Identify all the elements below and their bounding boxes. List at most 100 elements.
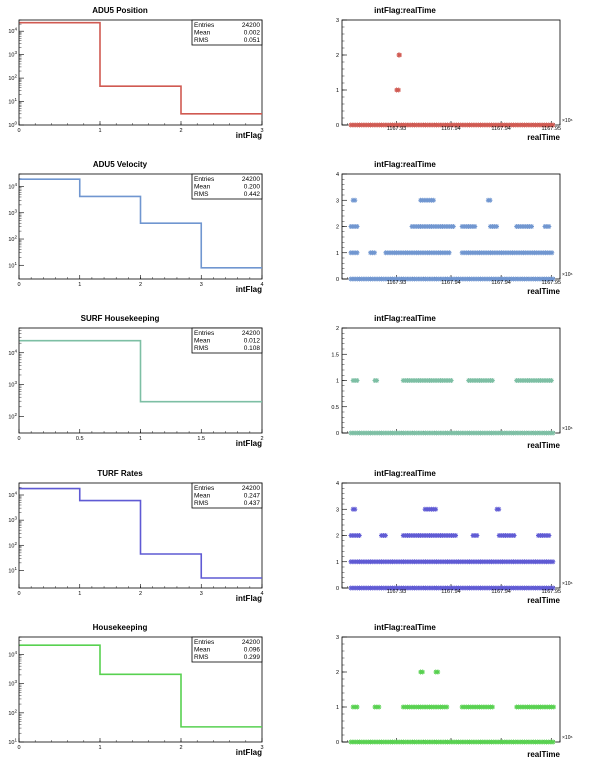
histogram-frame <box>18 636 263 743</box>
stats-value: 0.442 <box>244 191 261 198</box>
x-tick-label: 4 <box>260 282 263 288</box>
histogram-xlabel: intFlag <box>236 131 262 140</box>
x-tick-label: 2 <box>139 591 142 597</box>
scatter-level <box>348 533 552 538</box>
stats-value: 24200 <box>242 176 260 183</box>
x-tick-label: 1167.95 <box>542 589 561 595</box>
x-tick-label: 3 <box>200 591 203 597</box>
scatter-point <box>355 378 360 383</box>
y-tick-label: 102 <box>8 541 17 550</box>
y-tick-label: 1 <box>336 379 339 385</box>
x-tick-label: 3 <box>260 745 263 751</box>
scatter-point <box>472 224 478 229</box>
y-tick-label: 1 <box>336 560 339 566</box>
scatter-point <box>352 506 358 512</box>
histogram-title: SURF Housekeeping <box>81 314 160 323</box>
scatter-level <box>348 739 556 745</box>
histogram-step-line <box>19 487 262 579</box>
stats-label: Mean <box>194 184 211 191</box>
scatter-point <box>546 224 552 229</box>
x-tick-label: 0.5 <box>76 436 84 442</box>
scatter-point <box>374 378 380 383</box>
histogram-step-line <box>19 644 262 728</box>
stats-value: 24200 <box>242 639 260 646</box>
y-tick-label: 104 <box>8 348 17 357</box>
histogram-xlabel: intFlag <box>236 594 262 603</box>
x-tick-label: 1167.94 <box>491 589 510 595</box>
y-tick-label: 104 <box>8 490 17 499</box>
stats-box <box>191 173 263 200</box>
y-tick-label: 102 <box>8 412 17 421</box>
x-multiplier: ×10⁶ <box>562 581 573 587</box>
stats-label: Mean <box>194 493 211 500</box>
scatter-point <box>372 250 377 256</box>
x-tick-label: 2 <box>179 745 182 751</box>
scatter-point <box>451 224 456 229</box>
scatter-level <box>348 585 556 591</box>
scatter-level <box>418 669 441 675</box>
x-multiplier: ×10⁶ <box>562 735 573 741</box>
scatter-level <box>350 378 554 383</box>
scatter-title: intFlag:realTime <box>374 623 436 632</box>
y-tick-label: 102 <box>8 235 17 244</box>
stats-label: Mean <box>194 338 211 345</box>
scatter-title: intFlag:realTime <box>374 6 436 15</box>
stats-value: 0.012 <box>244 338 261 345</box>
scatter-point <box>453 533 459 538</box>
histogram-step-line <box>19 178 262 269</box>
stats-label: Entries <box>194 330 215 337</box>
stats-value: 0.096 <box>244 647 261 654</box>
y-tick-label: 101 <box>8 738 17 747</box>
x-multiplier: ×10⁶ <box>562 426 573 432</box>
y-tick-label: 103 <box>8 208 17 217</box>
x-tick-label: 1.5 <box>197 436 205 442</box>
stats-value: 24200 <box>242 330 260 337</box>
x-tick-label: 0 <box>17 591 20 597</box>
scatter-point <box>447 250 452 256</box>
y-tick-label: 0.5 <box>331 405 339 411</box>
y-tick-label: 103 <box>8 516 17 525</box>
histogram-panel: Housekeeping 0 1 2 3 101 102 103 104 Entries 24200… <box>8 623 263 757</box>
histogram-title: Housekeeping <box>93 623 148 632</box>
histogram-step-line <box>19 339 262 403</box>
stats-label: RMS <box>194 654 209 661</box>
scatter-point <box>529 224 534 229</box>
y-tick-label: 104 <box>8 27 17 36</box>
x-tick-label: 2 <box>260 436 263 442</box>
x-tick-label: 1167.94 <box>441 126 460 132</box>
stats-label: RMS <box>194 500 209 507</box>
stats-label: Entries <box>194 176 215 183</box>
y-tick-label: 103 <box>8 50 17 59</box>
histogram-title: TURF Rates <box>97 469 143 478</box>
scatter-point <box>550 739 556 745</box>
scatter-point <box>488 197 493 203</box>
scatter-point <box>376 704 382 710</box>
y-tick-label: 2 <box>336 670 339 676</box>
scatter-point <box>490 378 495 383</box>
scatter-xlabel: realTime <box>527 750 560 759</box>
stats-box <box>191 19 263 46</box>
scatter-level <box>350 197 493 203</box>
scatter-point <box>547 533 552 538</box>
y-tick-label: 2 <box>336 326 339 332</box>
scatter-point <box>383 533 388 538</box>
scatter-point <box>444 704 450 710</box>
scatter-xlabel: realTime <box>527 287 560 296</box>
scatter-point <box>357 533 362 538</box>
y-tick-label: 103 <box>8 679 17 688</box>
histogram-panel: ADU5 Velocity 0 1 2 3 4 101 102 103 104 Entries 242… <box>8 160 263 294</box>
y-tick-label: 4 <box>336 481 339 487</box>
stats-label: Mean <box>194 647 211 654</box>
scatter-xlabel: realTime <box>527 133 560 142</box>
y-tick-label: 0 <box>336 123 339 129</box>
scatter-level <box>348 122 556 128</box>
scatter-level <box>394 87 401 93</box>
scatter-panel: intFlag:realTime 0 1 2 3 ×10⁶ realTime <box>336 623 573 759</box>
scatter-point <box>355 224 360 229</box>
scatter-point <box>355 704 360 710</box>
x-tick-label: 1167.93 <box>387 126 406 132</box>
y-tick-label: 1.5 <box>331 352 339 358</box>
stats-box <box>191 482 263 509</box>
x-tick-label: 1167.94 <box>491 126 510 132</box>
